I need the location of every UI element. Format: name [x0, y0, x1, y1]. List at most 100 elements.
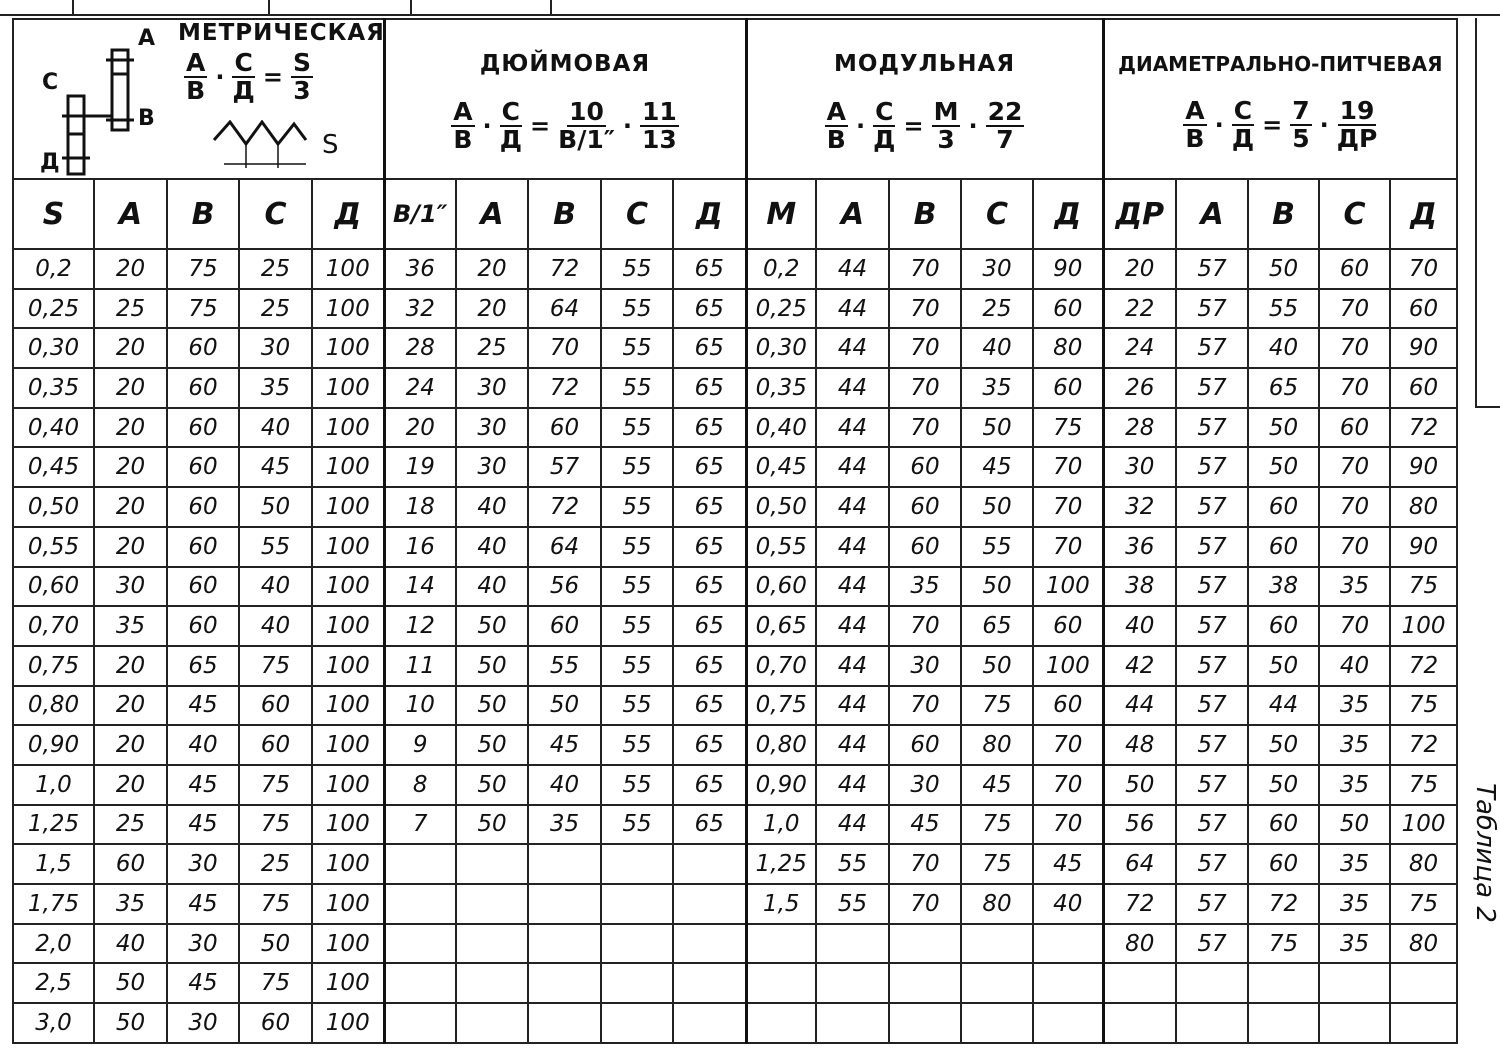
metric-cell: 0,45 [12, 446, 95, 489]
modular-cell: 44 [815, 287, 891, 330]
table-row: 0,50 20 60 50 100 18 40 72 55 65 0,50 44 60 50 70 32 57 6… [12, 486, 1459, 528]
fraction-numerator: 11 [640, 96, 679, 127]
modular-cell: 65 [960, 605, 1035, 647]
modular-cell: 40 [1032, 883, 1105, 925]
modular-cell: 0,2 [744, 248, 818, 290]
diametral-cell: 90 [1389, 446, 1459, 489]
inch-cell [527, 843, 602, 885]
fraction-denominator: 13 [642, 125, 677, 154]
inch-cell [382, 962, 457, 1005]
modular-cell [815, 1002, 891, 1044]
fraction-denominator: В [826, 125, 846, 154]
fraction-denominator: 7 [996, 125, 1014, 154]
metric-header: А В С Д МЕТРИЧЕСКАЯ А В · С Д = S 3 S [12, 18, 385, 180]
inch-cell: 65 [671, 287, 748, 330]
inch-cell: 65 [671, 327, 748, 370]
diametral-cell: 50 [1247, 406, 1321, 449]
table-row: 0,40 20 60 40 100 20 30 60 55 65 0,40 44 70 50 75 28 57 5… [12, 406, 1459, 449]
modular-cell: 70 [888, 248, 963, 290]
inch-cell [455, 883, 529, 925]
inch-cell: 11 [382, 644, 457, 687]
metric-cell: 60 [238, 1002, 313, 1044]
modular-cell: 60 [888, 446, 963, 489]
diametral-cell: 50 [1247, 763, 1321, 806]
modular-cell [744, 922, 818, 965]
metric-cell: 1,5 [12, 843, 95, 885]
metric-cell: 25 [238, 843, 313, 885]
metric-cell: 100 [311, 248, 385, 290]
diametral-cell: 57 [1175, 763, 1250, 806]
diametral-cell: 60 [1247, 525, 1321, 568]
metric-cell: 35 [93, 605, 168, 647]
metric-cell: 50 [93, 962, 168, 1005]
metric-cell: 20 [93, 406, 168, 449]
inch-cell: 30 [455, 406, 529, 449]
metric-cell: 30 [166, 922, 240, 965]
modular-cell: 44 [815, 684, 891, 727]
diametral-cell: 57 [1175, 843, 1250, 885]
modular-cell: 45 [960, 763, 1035, 806]
inch-cell: 18 [382, 486, 457, 528]
modular-cell: 44 [815, 565, 891, 608]
modular-cell: 0,70 [744, 644, 818, 687]
inch-cell: 25 [455, 327, 529, 370]
metric-cell: 100 [311, 962, 385, 1005]
metric-cell: 20 [93, 486, 168, 528]
inch-cell: 50 [455, 763, 529, 806]
diametral-cell: 38 [1101, 565, 1178, 608]
table-row: 0,70 35 60 40 100 12 50 60 55 65 0,65 44 70 65 60 40 57 6… [12, 605, 1459, 647]
diametral-column-header: А [1175, 178, 1250, 250]
metric-cell: 100 [311, 327, 385, 370]
modular-cell: 0,25 [744, 287, 818, 330]
fraction-numerator: А [451, 96, 475, 127]
modular-cell: 45 [960, 446, 1035, 489]
modular-cell: 44 [815, 644, 891, 687]
fraction-numerator: 10 [567, 96, 606, 127]
modular-cell: 45 [888, 803, 963, 846]
diametral-cell: 70 [1318, 287, 1392, 330]
metric-cell: 100 [311, 565, 385, 608]
modular-cell: 55 [815, 883, 891, 925]
fraction-denominator: Д [232, 76, 255, 106]
metric-cell: 75 [238, 763, 313, 806]
metric-cell: 100 [311, 406, 385, 449]
inch-cell: 20 [455, 287, 529, 330]
modular-cell: 44 [815, 327, 891, 370]
modular-cell: 70 [888, 367, 963, 409]
metric-cell: 100 [311, 922, 385, 965]
diametral-cell: 72 [1389, 644, 1459, 687]
inch-cell: 20 [382, 406, 457, 449]
inch-cell: 72 [527, 248, 602, 290]
modular-cell: 0,35 [744, 367, 818, 409]
inch-cell: 32 [382, 287, 457, 330]
metric-cell: 100 [311, 486, 385, 528]
inch-cell: 55 [527, 644, 602, 687]
metric-cell: 35 [238, 367, 313, 409]
modular-cell: 60 [1032, 605, 1105, 647]
formula-operator: · [1319, 111, 1329, 139]
diagram-label-d: Д [40, 150, 60, 175]
diametral-cell: 65 [1247, 367, 1321, 409]
metric-cell: 60 [238, 684, 313, 727]
formula-fraction: 22 7 [985, 98, 1025, 154]
modular-cell: 55 [960, 525, 1035, 568]
modular-column-header: Д [1032, 178, 1105, 250]
diametral-cell: 57 [1175, 565, 1250, 608]
modular-cell: 0,40 [744, 406, 818, 449]
modular-cell: 30 [888, 644, 963, 687]
diametral-cell: 60 [1318, 406, 1392, 449]
modular-cell: 40 [960, 327, 1035, 370]
table-row: 0,60 30 60 40 100 14 40 56 55 65 0,60 44 35 50 100 38 57… [12, 565, 1459, 608]
modular-cell: 70 [888, 287, 963, 330]
modular-column-header: А [815, 178, 891, 250]
metric-cell: 40 [238, 605, 313, 647]
diametral-cell [1389, 1002, 1459, 1044]
metric-cell: 0,75 [12, 644, 95, 687]
modular-cell: 70 [1032, 763, 1105, 806]
inch-cell: 50 [455, 605, 529, 647]
inch-cell: 65 [671, 406, 748, 449]
modular-cell: 0,65 [744, 605, 818, 647]
modular-cell [960, 1002, 1035, 1044]
